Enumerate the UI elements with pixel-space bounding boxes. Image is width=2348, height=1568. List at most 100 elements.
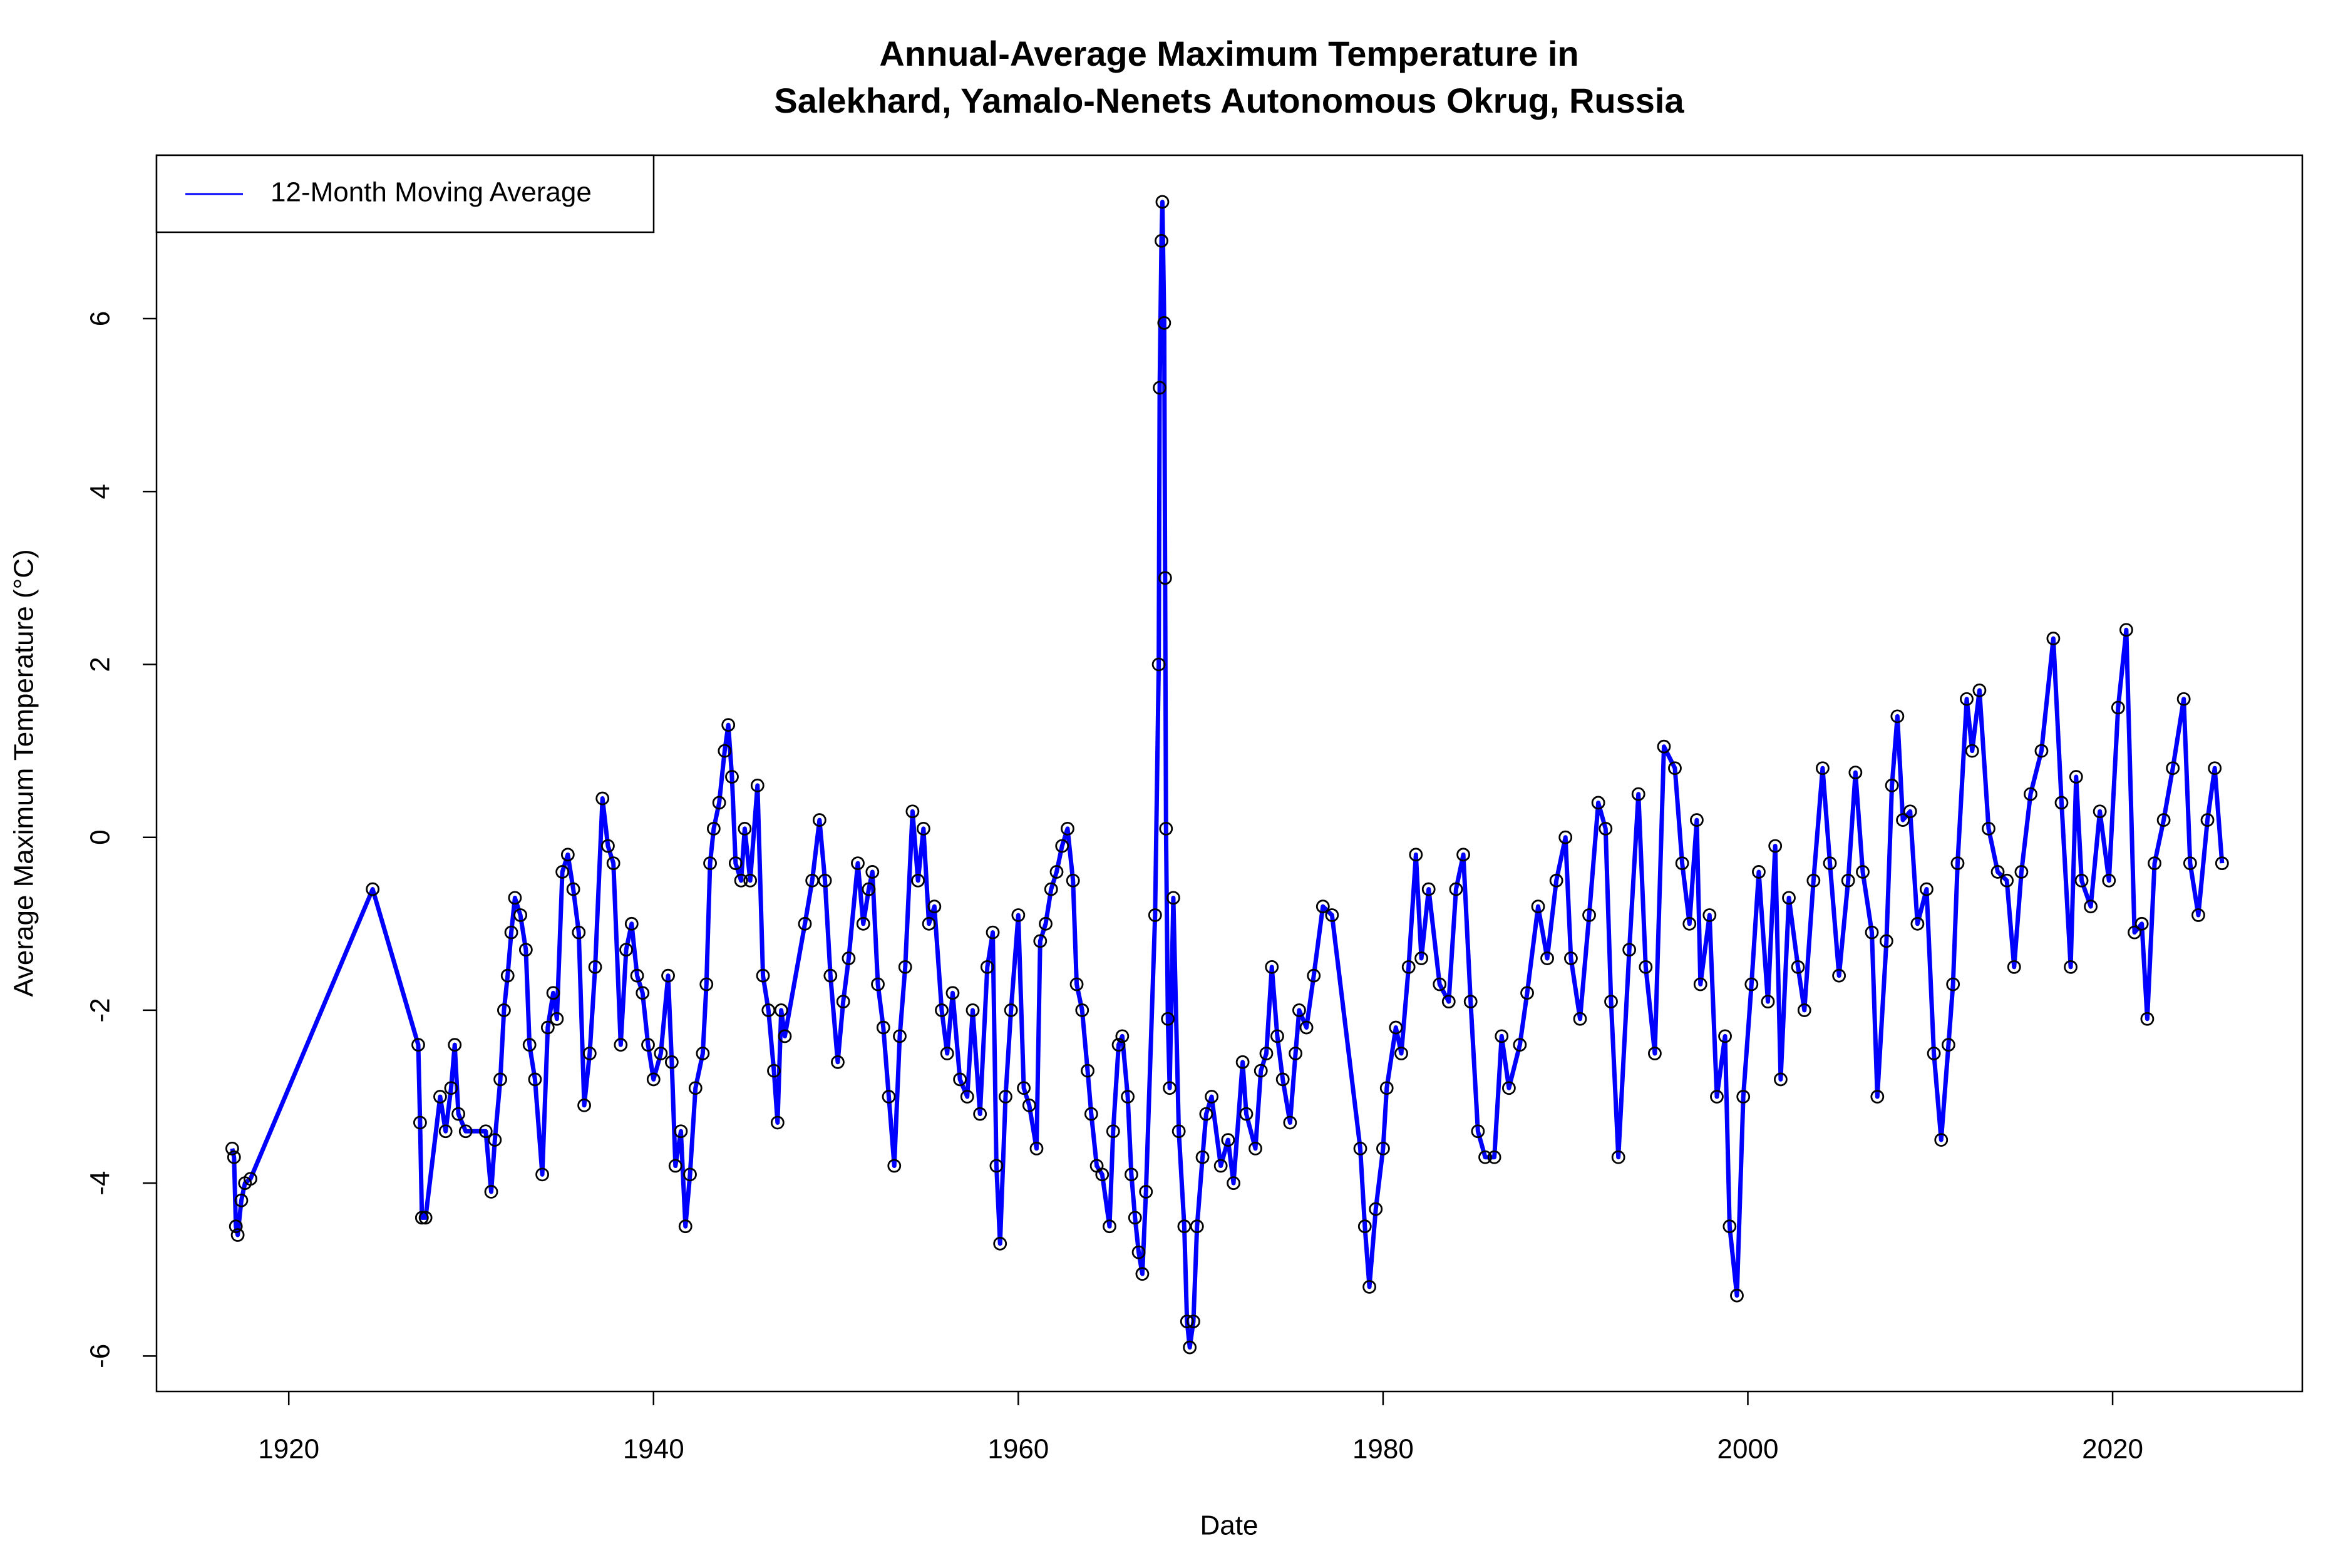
data-point — [2046, 632, 2061, 645]
data-point — [718, 744, 732, 758]
data-point — [876, 1020, 890, 1035]
data-point — [1151, 657, 1166, 672]
data-point — [836, 995, 850, 1009]
data-point — [1394, 1047, 1408, 1060]
data-point — [823, 968, 838, 983]
data-point — [905, 804, 920, 819]
data-point — [614, 1038, 628, 1052]
y-tick-label: -6 — [85, 1344, 116, 1368]
data-point — [1573, 1012, 1587, 1026]
data-point — [528, 1072, 542, 1087]
data-point — [1870, 1090, 1885, 1104]
data-point — [1221, 1133, 1235, 1147]
data-point — [1495, 1029, 1509, 1043]
data-point — [721, 718, 736, 732]
data-point — [1693, 977, 1707, 992]
data-point — [1501, 1081, 1516, 1095]
x-tick-label: 2020 — [2082, 1434, 2143, 1465]
data-point — [1183, 1340, 1197, 1355]
data-point — [1069, 977, 1084, 992]
y-tick-label: 4 — [85, 484, 116, 499]
data-point — [1782, 891, 1796, 905]
y-tick-label: -4 — [85, 1171, 116, 1196]
data-point — [2064, 960, 2078, 974]
data-point — [767, 1063, 781, 1078]
data-point — [1791, 960, 1805, 974]
data-point — [522, 1038, 537, 1052]
data-point — [488, 1133, 502, 1147]
data-point — [518, 943, 533, 957]
data-point — [1153, 381, 1166, 395]
data-point — [1389, 1020, 1403, 1035]
data-point — [1369, 1202, 1383, 1216]
data-point — [1982, 821, 1995, 836]
data-point — [1879, 934, 1893, 948]
data-point — [595, 791, 610, 806]
data-point — [478, 1124, 493, 1139]
data-point — [646, 1072, 661, 1087]
data-point — [1774, 1072, 1788, 1087]
data-point — [911, 873, 925, 888]
data-point — [1166, 891, 1180, 905]
data-point — [1163, 1081, 1177, 1095]
data-point — [831, 1055, 845, 1069]
data-point — [728, 856, 743, 871]
data-point — [1478, 1150, 1492, 1164]
data-point — [945, 986, 960, 1000]
data-point — [703, 856, 717, 871]
data-point — [887, 1159, 902, 1173]
data-point — [508, 891, 522, 905]
data-point — [1421, 882, 1436, 896]
data-point — [1942, 1038, 1955, 1052]
data-point — [451, 1107, 465, 1121]
data-point — [706, 821, 721, 836]
data-point — [1180, 1314, 1194, 1329]
data-point — [484, 1185, 498, 1199]
data-point — [1903, 804, 1917, 819]
data-point — [1722, 1219, 1737, 1234]
data-point — [2215, 856, 2229, 871]
data-point — [1657, 739, 1671, 754]
data-point — [2128, 925, 2141, 940]
data-point — [1823, 856, 1837, 871]
data-point — [1275, 1072, 1290, 1087]
data-point — [916, 821, 930, 836]
data-point — [1131, 1245, 1146, 1259]
data-point — [2093, 804, 2107, 819]
x-tick-label: 1920 — [258, 1434, 319, 1465]
data-point — [1075, 1003, 1089, 1017]
data-point — [1648, 1047, 1662, 1060]
data-point — [1896, 813, 1910, 827]
data-point — [1622, 943, 1637, 957]
data-point — [624, 916, 639, 931]
data-point — [1856, 865, 1870, 879]
data-point — [696, 1047, 710, 1060]
data-point — [1033, 934, 1048, 948]
data-point — [1249, 1142, 1262, 1156]
data-point — [851, 856, 865, 871]
data-point — [927, 899, 942, 914]
x-axis-label: Date — [1200, 1510, 1259, 1541]
data-point — [1376, 1142, 1390, 1156]
data-point — [2034, 744, 2049, 758]
data-point — [1409, 848, 1423, 862]
data-point — [1362, 1279, 1376, 1294]
data-point — [1159, 821, 1173, 836]
data-point — [999, 1090, 1012, 1104]
data-point — [1292, 1003, 1306, 1017]
data-point — [818, 873, 832, 888]
data-point — [1259, 1047, 1274, 1060]
data-point — [636, 986, 650, 1000]
plot-frame — [155, 154, 2304, 1393]
data-point — [1513, 1038, 1527, 1052]
data-point — [1960, 692, 1974, 706]
data-point — [960, 1090, 974, 1104]
data-point — [1158, 571, 1172, 585]
data-point — [1471, 1124, 1485, 1139]
data-point — [225, 1142, 239, 1156]
data-point — [1022, 1098, 1036, 1112]
data-point — [1283, 1115, 1297, 1130]
data-point — [1604, 995, 1618, 1009]
data-point — [1299, 1020, 1314, 1035]
